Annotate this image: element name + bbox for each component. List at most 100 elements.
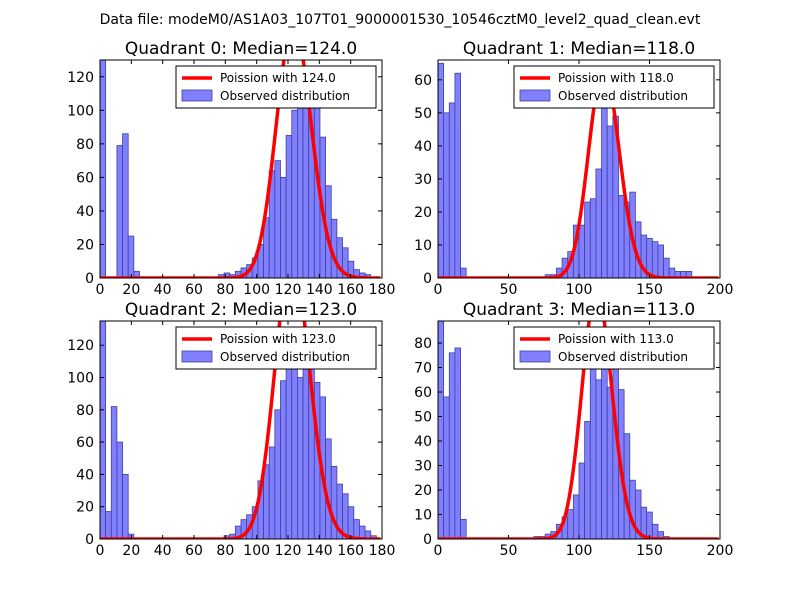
y-tick-label: 100 — [67, 371, 94, 387]
y-tick-label: 0 — [85, 532, 94, 548]
x-tick-label: 80 — [216, 282, 234, 298]
histogram-bar — [601, 99, 608, 278]
y-tick-label: 20 — [414, 205, 432, 221]
figure-suptitle: Data file: modeM0/AS1A03_107T01_90000015… — [100, 12, 701, 28]
legend-line-label: Poission with 118.0 — [558, 71, 674, 85]
legend-bar-label: Observed distribution — [220, 89, 350, 103]
y-tick-label: 50 — [414, 410, 432, 426]
histogram-bar — [127, 235, 135, 278]
axes-frame — [99, 320, 383, 540]
histogram-bar — [595, 379, 602, 539]
histogram-bar — [291, 109, 298, 278]
y-tick-label: 80 — [76, 403, 94, 419]
histogram-bar — [302, 89, 310, 278]
histogram-bar — [353, 519, 360, 539]
x-tick-label: 200 — [707, 543, 734, 559]
plot-area — [438, 321, 719, 539]
legend: Poission with 118.0 Observed distribution — [513, 65, 715, 109]
x-tick-label: 120 — [275, 282, 302, 298]
histogram-bar — [285, 352, 293, 539]
x-tick-label: 120 — [275, 543, 302, 559]
y-tick-label: 40 — [414, 139, 432, 155]
legend-bar-swatch — [181, 350, 213, 363]
quadrant-1-plot: 0 50 100 150 200 0 10 20 30 40 50 60 Quadrant 1: Med… — [414, 39, 733, 298]
histogram-bar — [448, 102, 456, 278]
histogram-bar — [274, 160, 281, 278]
x-tick-label: 100 — [243, 282, 270, 298]
histogram-bar — [438, 62, 445, 278]
histogram-bar — [663, 257, 670, 278]
x-tick-label: 180 — [369, 282, 396, 298]
y-tick-label: 70 — [414, 361, 432, 377]
legend: Poission with 123.0 Observed distribution — [175, 326, 377, 370]
legend-bar-label: Observed distribution — [220, 350, 350, 364]
plot-area — [438, 62, 719, 278]
histogram-bar — [651, 523, 659, 539]
histogram-bar — [460, 267, 467, 278]
histogram-bar — [268, 446, 276, 539]
histogram-bar — [291, 360, 298, 539]
histogram-bar — [280, 380, 287, 539]
x-tick-label: 100 — [243, 543, 270, 559]
histogram-bar — [296, 377, 304, 539]
poisson-curve — [100, 60, 381, 278]
x-tick-label: 60 — [185, 543, 203, 559]
x-tick-label: 100 — [566, 282, 593, 298]
histogram-bar — [606, 125, 614, 278]
y-tick-label: 0 — [423, 271, 432, 287]
histogram-bar — [578, 224, 586, 278]
y-tick-label: 50 — [414, 106, 432, 122]
y-tick-label: 120 — [67, 338, 94, 354]
histogram-bar — [122, 474, 129, 539]
histogram-bar — [567, 509, 574, 539]
legend-bar-swatch — [519, 89, 551, 102]
histogram-bar — [578, 462, 586, 539]
histogram-bar — [438, 321, 445, 539]
y-tick-label: 60 — [414, 73, 432, 89]
histogram-bar — [274, 409, 281, 539]
histogram-bar — [584, 421, 591, 539]
histogram-bar — [601, 357, 608, 539]
x-tick-label: 140 — [306, 543, 333, 559]
x-tick-label: 40 — [154, 282, 172, 298]
histogram-bar — [110, 406, 118, 539]
x-tick-label: 60 — [185, 282, 203, 298]
histogram-bar — [460, 519, 467, 539]
x-tick-label: 0 — [434, 282, 443, 298]
histogram-bar — [589, 357, 597, 539]
x-tick-label: 40 — [154, 543, 172, 559]
y-tick-label: 30 — [414, 459, 432, 475]
histogram-bar — [443, 396, 450, 539]
x-tick-label: 160 — [337, 543, 364, 559]
histogram-bar — [116, 145, 123, 278]
histogram-bar — [116, 441, 123, 539]
histogram-bar — [646, 511, 653, 539]
y-tick-label: 100 — [67, 103, 94, 119]
y-tick-label: 40 — [414, 434, 432, 450]
x-tick-label: 200 — [707, 282, 734, 298]
histogram-bar — [454, 72, 461, 278]
y-tick-label: 80 — [414, 336, 432, 352]
legend-line-label: Poission with 123.0 — [220, 332, 336, 346]
x-tick-label: 50 — [500, 543, 518, 559]
quadrant-title: Quadrant 2: Median=123.0 — [125, 300, 357, 320]
legend-bar-swatch — [519, 350, 551, 363]
x-tick-label: 20 — [122, 543, 140, 559]
histogram-bar — [302, 348, 310, 539]
legend: Poission with 124.0 Observed distribution — [175, 65, 377, 109]
x-tick-label: 180 — [369, 543, 396, 559]
y-tick-label: 30 — [414, 172, 432, 188]
x-tick-label: 0 — [96, 282, 105, 298]
x-tick-label: 50 — [500, 282, 518, 298]
y-tick-label: 60 — [414, 385, 432, 401]
legend-bar-label: Observed distribution — [558, 350, 688, 364]
plot-area — [100, 60, 381, 278]
x-tick-label: 140 — [306, 282, 333, 298]
legend: Poission with 113.0 Observed distribution — [513, 326, 715, 370]
y-tick-label: 40 — [76, 467, 94, 483]
y-tick-label: 20 — [414, 483, 432, 499]
y-tick-label: 20 — [76, 237, 94, 253]
quadrant-title: Quadrant 1: Median=118.0 — [463, 39, 695, 59]
y-tick-label: 60 — [76, 435, 94, 451]
x-tick-label: 160 — [337, 282, 364, 298]
